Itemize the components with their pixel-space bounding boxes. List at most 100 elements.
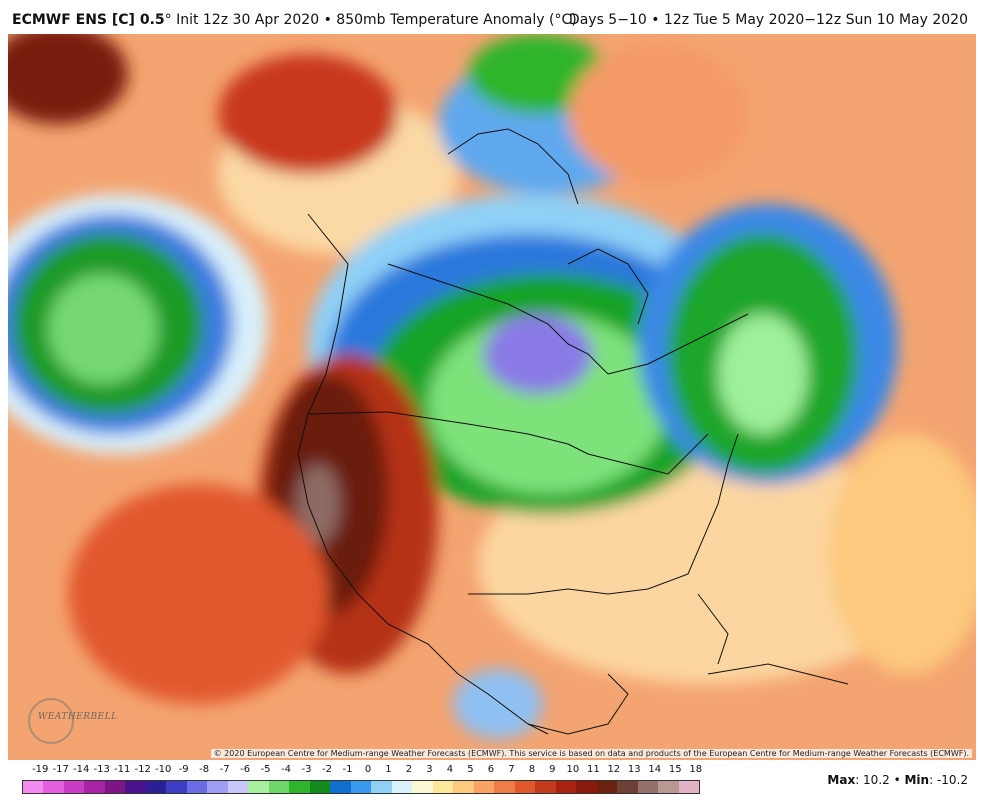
bullet-separator: • <box>323 12 332 28</box>
legend-tick-label: 8 <box>528 764 536 775</box>
legend-tick-label: 11 <box>586 764 600 775</box>
min-label: Min <box>904 773 930 787</box>
legend-tick-label: 12 <box>607 764 621 775</box>
legend-tick-label: 1 <box>385 764 392 775</box>
legend-tick-label: 7 <box>508 764 515 775</box>
legend-swatch <box>432 781 454 793</box>
legend-swatch <box>535 781 556 793</box>
legend-swatch <box>289 781 310 793</box>
field-unit: °C <box>554 12 572 28</box>
legend-swatch <box>207 781 228 793</box>
labrador-light-core <box>718 314 808 434</box>
legend-tick-label: -4 <box>281 764 292 775</box>
legend-swatch <box>23 781 44 793</box>
east-pacific-warm-region <box>68 484 328 704</box>
legend-tick-label: 14 <box>648 764 662 775</box>
legend-tick-label: -3 <box>301 764 312 775</box>
legend-tick-label: -2 <box>322 764 333 775</box>
max-label: Max <box>827 773 856 787</box>
map-title: ECMWF ENS [C] 0.5° Init 12z 30 Apr 2020 … <box>12 12 577 28</box>
legend-tick-label: 18 <box>689 764 703 775</box>
legend-swatch <box>637 781 659 793</box>
legend-swatch <box>166 781 187 793</box>
mexico-cool-patch <box>453 669 543 739</box>
legend-tick-label: 13 <box>627 764 641 775</box>
coastline-outlines <box>297 128 849 735</box>
legend-tick-label: -19 <box>32 764 49 775</box>
legend-tick-label: -17 <box>52 764 69 775</box>
legend-swatch <box>43 781 64 793</box>
weatherbell-logo-icon: WEATHERBELL <box>22 696 117 744</box>
legend-swatch <box>268 781 290 793</box>
logo-ring <box>28 698 74 744</box>
legend-tick-label: 3 <box>426 764 433 775</box>
legend-tick-label: -12 <box>134 764 151 775</box>
max-min-stats: Max: 10.2 • Min: -10.2 <box>827 773 968 787</box>
field-close: ) <box>571 12 577 28</box>
degree-symbol: ° <box>164 12 172 28</box>
legend-swatch <box>555 781 577 793</box>
legend-tick-label: 4 <box>446 764 454 775</box>
model-name: ECMWF ENS [C] 0.5 <box>12 12 165 28</box>
alaska-hot-region <box>218 54 398 174</box>
legend-swatch <box>186 781 208 793</box>
legend-swatch <box>617 781 638 793</box>
atlantic-pale-region <box>828 434 976 674</box>
legend-labels: -19 -17 -14 -13 -11 -12 -10 -9 -8 -7 -6 -5 -4 -3 -2 -1 0… <box>22 764 712 778</box>
legend-tick-label: -8 <box>199 764 210 775</box>
legend-swatch <box>391 781 413 793</box>
legend-tick-label: 9 <box>549 764 556 775</box>
legend-swatch <box>371 781 392 793</box>
legend-swatch <box>104 781 126 793</box>
legend-tick-label: 15 <box>668 764 682 775</box>
logo-text: WEATHERBELL <box>38 712 118 722</box>
anomaly-field-svg <box>8 34 976 760</box>
legend-tick-label: 2 <box>405 764 413 775</box>
legend-tick-label: -6 <box>240 764 251 775</box>
init-time: Init 12z 30 Apr 2020 <box>176 12 320 28</box>
legend-swatch <box>330 781 351 793</box>
legend-tick-label: 0 <box>364 764 372 775</box>
legend-swatch <box>63 781 85 793</box>
greenland-warm-region <box>568 44 748 184</box>
legend-swatch <box>658 781 679 793</box>
legend-swatch <box>350 781 372 793</box>
legend-swatch <box>473 781 495 793</box>
legend-swatch <box>248 781 269 793</box>
legend-swatch <box>145 781 167 793</box>
legend-tick-label: -14 <box>73 764 90 775</box>
legend-swatch <box>412 781 433 793</box>
max-value: : 10.2 <box>855 773 890 787</box>
color-legend: -19 -17 -14 -13 -11 -12 -10 -9 -8 -7 -6 -5 -4 -3 -2 -1 0… <box>22 764 712 794</box>
min-value: : -10.2 <box>929 773 968 787</box>
copyright-notice: © 2020 European Centre for Medium-range … <box>210 749 972 758</box>
legend-swatch <box>596 781 618 793</box>
legend-tick-label: 10 <box>566 764 580 775</box>
great-basin-extreme-core <box>296 464 340 544</box>
legend-tick-label: -7 <box>219 764 230 775</box>
legend-tick-label: -13 <box>93 764 110 775</box>
valid-period: Days 5−10 • 12z Tue 5 May 2020−12z Sun 1… <box>568 12 968 28</box>
pacific-light-green-core <box>48 274 158 384</box>
cold-core-purple <box>483 314 593 394</box>
legend-tick-label: -5 <box>260 764 271 775</box>
legend-colorbar <box>22 780 700 794</box>
map-header: ECMWF ENS [C] 0.5° Init 12z 30 Apr 2020 … <box>0 0 984 34</box>
legend-tick-label: -11 <box>114 764 131 775</box>
legend-swatch <box>227 781 249 793</box>
legend-swatch <box>514 781 536 793</box>
legend-swatch <box>309 781 331 793</box>
legend-tick-label: -9 <box>178 764 189 775</box>
stats-separator: • <box>889 773 905 787</box>
legend-tick-label: 6 <box>487 764 495 775</box>
legend-swatch <box>678 781 699 793</box>
legend-tick-label: -1 <box>342 764 353 775</box>
legend-swatch <box>84 781 105 793</box>
legend-tick-label: -10 <box>154 764 172 775</box>
legend-swatch <box>494 781 515 793</box>
field-name: 850mb Temperature Anomaly ( <box>336 12 555 28</box>
temperature-anomaly-map: © 2020 European Centre for Medium-range … <box>8 34 976 760</box>
legend-swatch <box>576 781 597 793</box>
legend-swatch <box>125 781 146 793</box>
siberia-hot-region <box>8 34 128 124</box>
